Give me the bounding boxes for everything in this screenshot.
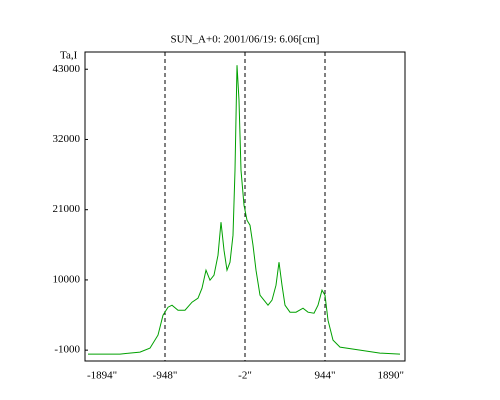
y-tick-label: 32000 (53, 133, 81, 145)
y-tick-label: 43000 (53, 63, 81, 75)
chart-title: SUN_A+0: 2001/06/19: 6.06[cm] (171, 34, 320, 46)
series-line (88, 65, 401, 355)
x-tick-label: -1894" (87, 370, 117, 382)
x-tick-label: 944" (315, 370, 336, 382)
y-tick-label: 21000 (53, 203, 81, 215)
x-tick-label: -948" (153, 370, 178, 382)
y-tick-label: 10000 (53, 273, 81, 285)
x-tick-label: -2" (238, 370, 252, 382)
y-axis-label: Ta,I (60, 50, 78, 62)
x-tick-label: 1890" (378, 370, 405, 382)
y-tick-label: -1000 (54, 344, 80, 356)
